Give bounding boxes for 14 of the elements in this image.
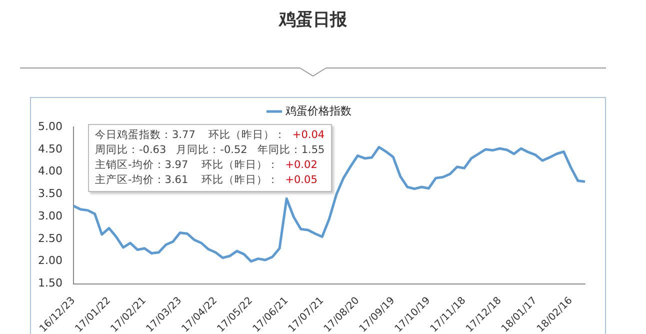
- chart-title: 鸡蛋日报: [278, 9, 348, 31]
- annotation: 今日鸡蛋指数：3.77 环比（昨日）： +0.04: [95, 128, 325, 143]
- y-tick-label: 3.00: [38, 209, 62, 222]
- y-tick-label: 4.50: [38, 142, 62, 156]
- y-tick-label: 4.00: [38, 164, 62, 178]
- y-tick-label: 3.50: [38, 187, 62, 200]
- y-tick-label: 2.50: [38, 232, 62, 245]
- annotation: 主产区-均价：3.61 环比（昨日）： +0.05: [95, 173, 318, 188]
- annotation: 主销区-均价：3.97 环比（昨日）： +0.02: [95, 158, 318, 173]
- legend-label: 鸡蛋价格指数: [284, 104, 352, 118]
- annotation: 周同比：-0.63 月同比：-0.52 年同比：1.55: [95, 143, 325, 158]
- y-tick-label: 1.50: [38, 276, 62, 290]
- y-tick-label: 2.00: [38, 254, 62, 268]
- y-tick-label: 5.00: [38, 120, 62, 133]
